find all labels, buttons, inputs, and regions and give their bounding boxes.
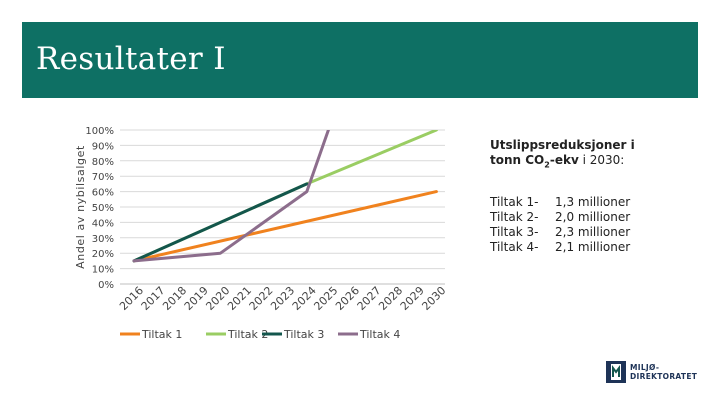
chart-legend: Tiltak 1 Tiltak 2 Tiltak 3 Tiltak 4	[120, 328, 400, 341]
x-tick-label: 2026	[333, 284, 362, 313]
list-item: Tiltak 4- 2,1 millioner	[490, 240, 695, 255]
y-tick-label: 90%	[92, 141, 114, 152]
legend-label: Tiltak 2	[227, 328, 268, 341]
x-tick-label: 2024	[290, 284, 319, 313]
x-tick-label: 2022	[247, 284, 276, 313]
y-tick-label: 30%	[92, 234, 114, 245]
list-item: Tiltak 3- 2,3 millioner	[490, 225, 695, 240]
y-tick-label: 60%	[92, 188, 114, 199]
chart-gridlines	[120, 129, 445, 270]
y-tick-label: 40%	[92, 218, 114, 229]
y-tick-label: 70%	[92, 172, 114, 183]
tiltak-name: Tiltak 3-	[490, 225, 539, 240]
logo-wordmark: MILJØ- DIREKTORATET	[630, 363, 697, 381]
emission-summary: Utslippsreduksjoner i tonn CO2-ekv i 203…	[490, 138, 695, 255]
tiltak-value: 2,0 millioner	[555, 210, 631, 225]
header-band	[22, 22, 698, 98]
tiltak-value: 2,1 millioner	[555, 240, 631, 255]
tiltak-value: 2,3 millioner	[555, 225, 631, 240]
y-tick-label: 50%	[92, 203, 114, 214]
logo-line2: DIREKTORATET	[630, 372, 698, 381]
list-item: Tiltak 1- 1,3 millioner	[490, 195, 695, 210]
slide-title: Resultater I	[36, 41, 226, 77]
chart-series	[132, 130, 438, 263]
series-line-tiltak-1	[132, 190, 438, 263]
x-tick-label: 2018	[160, 284, 189, 313]
legend-label: Tiltak 3	[283, 328, 324, 341]
x-tick-label: 2027	[355, 284, 384, 313]
series-line-tiltak-4	[132, 130, 330, 263]
summary-heading-ekv: -ekv	[549, 153, 579, 167]
tiltak-value: 1,3 millioner	[555, 195, 631, 210]
y-tick-label: 20%	[92, 249, 114, 260]
x-tick-label: 2030	[419, 284, 448, 313]
list-item: Tiltak 2- 2,0 millioner	[490, 210, 695, 225]
x-tick-label: 2023	[268, 284, 297, 313]
x-tick-label: 2021	[225, 284, 254, 313]
legend-label: Tiltak 1	[141, 328, 182, 341]
summary-heading-co: tonn CO	[490, 153, 545, 167]
x-tick-label: 2016	[117, 284, 146, 313]
summary-heading-line2: tonn CO2-ekv i 2030:	[490, 153, 695, 172]
y-tick-label: 0%	[98, 280, 114, 291]
tiltak-name: Tiltak 1-	[490, 195, 539, 210]
y-tick-label: 100%	[85, 126, 114, 137]
x-tick-label: 2028	[376, 284, 405, 313]
summary-heading-tail: i 2030:	[578, 153, 625, 167]
summary-heading: Utslippsreduksjoner i tonn CO2-ekv i 203…	[490, 138, 695, 172]
tiltak-name: Tiltak 4-	[490, 240, 539, 255]
summary-heading-line1: Utslippsreduksjoner i	[490, 138, 635, 152]
x-tick-label: 2020	[203, 284, 232, 313]
tiltak-list: Tiltak 1- 1,3 millioner Tiltak 2- 2,0 mi…	[490, 195, 695, 255]
x-tick-label: 2029	[398, 284, 427, 313]
tiltak-name: Tiltak 2-	[490, 210, 539, 225]
legend-label: Tiltak 4	[359, 328, 400, 341]
logo-line1: MILJØ-	[630, 363, 660, 372]
summary-heading-subscript: 2	[544, 160, 550, 170]
y-axis-label: Andel av nybilsalget	[74, 145, 87, 269]
x-tick-label: 2019	[182, 284, 211, 313]
miljodirektoratet-logo-icon	[606, 361, 626, 383]
x-tick-label: 2025	[311, 284, 340, 313]
series-line-tiltak-3	[132, 182, 309, 263]
x-tick-label: 2017	[139, 284, 168, 313]
y-tick-label: 10%	[92, 265, 114, 276]
y-tick-label: 80%	[92, 157, 114, 168]
miljodirektoratet-logo: MILJØ- DIREKTORATET	[606, 357, 697, 387]
